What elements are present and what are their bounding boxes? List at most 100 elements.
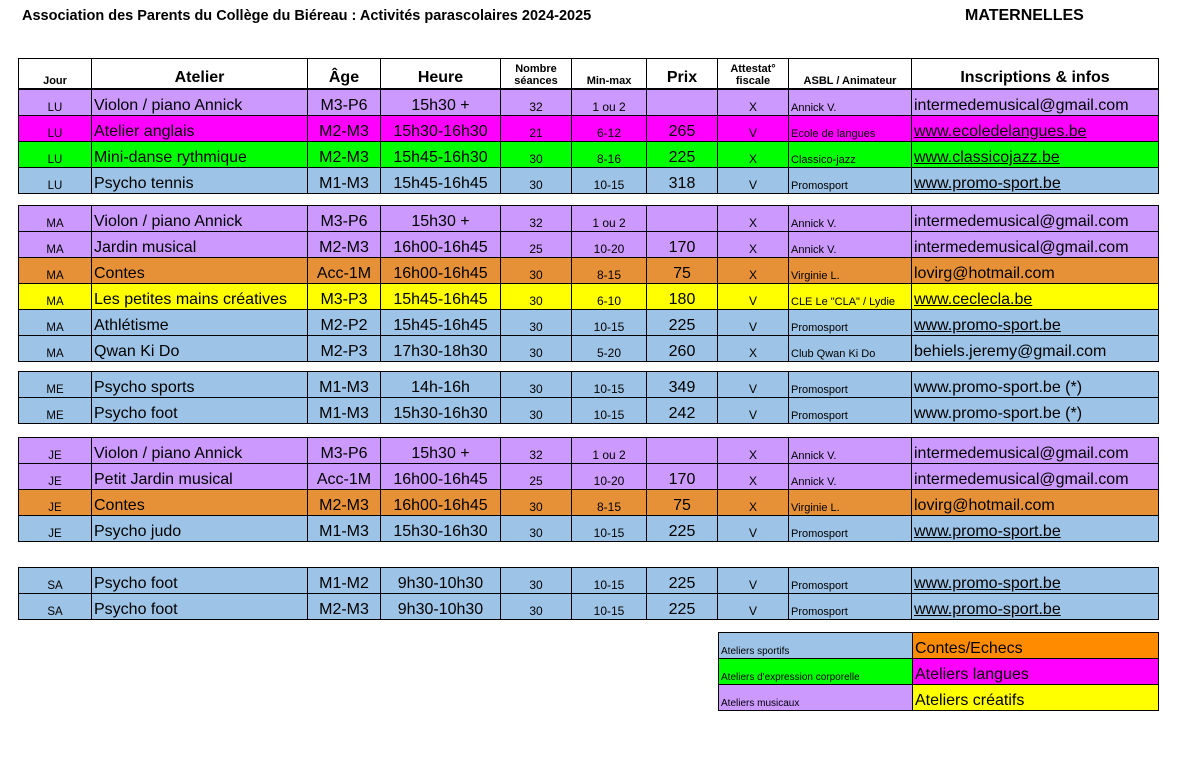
cell-att: X bbox=[717, 437, 789, 464]
cell-atelier: Qwan Ki Do bbox=[91, 335, 308, 362]
cell-atelier: Atelier anglais bbox=[91, 115, 308, 142]
cell-att: V bbox=[717, 167, 789, 194]
cell-prix bbox=[646, 205, 718, 232]
cell-nb: 30 bbox=[500, 567, 572, 594]
cell-jour: MA bbox=[18, 205, 92, 232]
cell-minmax: 6-10 bbox=[571, 283, 647, 310]
cell-nb: 30 bbox=[500, 141, 572, 168]
col-prix: Prix bbox=[646, 58, 718, 89]
cell-atelier: Mini-danse rythmique bbox=[91, 141, 308, 168]
cell-heure: 9h30-10h30 bbox=[380, 567, 501, 594]
cell-nb: 30 bbox=[500, 257, 572, 284]
cell-age: M1-M3 bbox=[307, 515, 381, 542]
section-title: MATERNELLES bbox=[965, 7, 1084, 24]
table-row: MA Qwan Ki Do M2-P3 17h30-18h30 30 5-20 260 X Cl… bbox=[18, 335, 1159, 362]
cell-atelier: Violon / piano Annick bbox=[91, 89, 308, 116]
cell-jour: ME bbox=[18, 371, 92, 398]
cell-minmax: 5-20 bbox=[571, 335, 647, 362]
cell-jour: MA bbox=[18, 257, 92, 284]
cell-asbl: Ecole de langues bbox=[788, 115, 912, 142]
cell-age: M2-P3 bbox=[307, 335, 381, 362]
legend-category: Ateliers d'expression corporelle bbox=[718, 658, 913, 685]
cell-age: M3-P6 bbox=[307, 89, 381, 116]
table-row: JE Contes M2-M3 16h00-16h45 30 8-15 75 X Virgini… bbox=[18, 489, 1159, 516]
legend-category: Ateliers musicaux bbox=[718, 684, 913, 711]
cell-asbl: Annick V. bbox=[788, 437, 912, 464]
table-row: MA Violon / piano Annick M3-P6 15h30 +32 1 o… bbox=[18, 205, 1159, 232]
cell-age: M2-M3 bbox=[307, 141, 381, 168]
cell-prix: 75 bbox=[646, 489, 718, 516]
cell-nb: 25 bbox=[500, 463, 572, 490]
cell-heure: 15h30-16h30 bbox=[380, 515, 501, 542]
cell-jour: JE bbox=[18, 489, 92, 516]
legend-category: Ateliers langues bbox=[912, 658, 1159, 685]
cell-info: lovirg@hotmail.com bbox=[911, 257, 1159, 284]
table-row: JE Violon / piano Annick M3-P6 15h30 +32 1 o… bbox=[18, 437, 1159, 464]
cell-info[interactable]: www.classicojazz.be bbox=[911, 141, 1159, 168]
cell-prix bbox=[646, 89, 718, 116]
cell-minmax: 8-15 bbox=[571, 257, 647, 284]
cell-info: intermedemusical@gmail.com bbox=[911, 437, 1159, 464]
cell-prix: 170 bbox=[646, 231, 718, 258]
col-nombre-line2: séances bbox=[514, 75, 558, 87]
cell-heure: 16h00-16h45 bbox=[380, 463, 501, 490]
cell-att: V bbox=[717, 309, 789, 336]
cell-prix: 225 bbox=[646, 515, 718, 542]
cell-info: www.promo-sport.be (*) bbox=[911, 371, 1159, 398]
cell-info: lovirg@hotmail.com bbox=[911, 489, 1159, 516]
cell-info[interactable]: www.ceclecla.be bbox=[911, 283, 1159, 310]
cell-heure: 16h00-16h45 bbox=[380, 231, 501, 258]
cell-prix: 75 bbox=[646, 257, 718, 284]
cell-prix: 225 bbox=[646, 567, 718, 594]
cell-minmax: 10-15 bbox=[571, 371, 647, 398]
cell-info[interactable]: www.promo-sport.be bbox=[911, 515, 1159, 542]
cell-atelier: Athlétisme bbox=[91, 309, 308, 336]
col-attestation: Attestat° fiscale bbox=[717, 58, 789, 89]
col-infos: Inscriptions & infos bbox=[911, 58, 1159, 89]
col-minmax: Min-max bbox=[571, 58, 647, 89]
activity-group: SA Psycho foot M1-M2 9h30-10h30 30 10-15 225 V P… bbox=[18, 567, 1159, 620]
cell-jour: ME bbox=[18, 397, 92, 424]
cell-asbl: Promosport bbox=[788, 371, 912, 398]
cell-att: X bbox=[717, 335, 789, 362]
table-row: MA Contes Acc-1M 16h00-16h45 30 8-15 75 X Virgin… bbox=[18, 257, 1159, 284]
cell-nb: 30 bbox=[500, 397, 572, 424]
cell-info[interactable]: www.promo-sport.be bbox=[911, 593, 1159, 620]
cell-nb: 32 bbox=[500, 205, 572, 232]
cell-age: M2-M3 bbox=[307, 231, 381, 258]
cell-att: X bbox=[717, 89, 789, 116]
cell-info: www.promo-sport.be (*) bbox=[911, 397, 1159, 424]
cell-minmax: 6-12 bbox=[571, 115, 647, 142]
cell-info[interactable]: www.promo-sport.be bbox=[911, 309, 1159, 336]
cell-info[interactable]: www.promo-sport.be bbox=[911, 567, 1159, 594]
cell-att: V bbox=[717, 515, 789, 542]
cell-heure: 15h45-16h45 bbox=[380, 309, 501, 336]
cell-asbl: Annick V. bbox=[788, 205, 912, 232]
cell-att: X bbox=[717, 205, 789, 232]
cell-heure: 15h45-16h45 bbox=[380, 283, 501, 310]
table-row: MA Les petites mains créatives M3-P3 15h45-… bbox=[18, 283, 1159, 310]
cell-prix: 260 bbox=[646, 335, 718, 362]
cell-atelier: Psycho foot bbox=[91, 567, 308, 594]
cell-info[interactable]: www.ecoledelangues.be bbox=[911, 115, 1159, 142]
cell-minmax: 10-15 bbox=[571, 397, 647, 424]
cell-nb: 32 bbox=[500, 437, 572, 464]
col-asbl: ASBL / Animateur bbox=[788, 58, 912, 89]
cell-jour: SA bbox=[18, 567, 92, 594]
cell-info: behiels.jeremy@gmail.com bbox=[911, 335, 1159, 362]
col-heure: Heure bbox=[380, 58, 501, 89]
cell-nb: 21 bbox=[500, 115, 572, 142]
cell-asbl: Virginie L. bbox=[788, 257, 912, 284]
cell-info: intermedemusical@gmail.com bbox=[911, 231, 1159, 258]
cell-minmax: 10-15 bbox=[571, 167, 647, 194]
col-age: Âge bbox=[307, 58, 381, 89]
cell-asbl: Promosport bbox=[788, 515, 912, 542]
col-nombre-seances: Nombre séances bbox=[500, 58, 572, 89]
cell-prix bbox=[646, 437, 718, 464]
cell-info: intermedemusical@gmail.com bbox=[911, 205, 1159, 232]
table-row: MA Athlétisme M2-P2 15h45-16h45 30 10-15 225 V P… bbox=[18, 309, 1159, 336]
cell-asbl: Promosport bbox=[788, 567, 912, 594]
cell-info[interactable]: www.promo-sport.be bbox=[911, 167, 1159, 194]
cell-jour: JE bbox=[18, 515, 92, 542]
cell-age: Acc-1M bbox=[307, 463, 381, 490]
